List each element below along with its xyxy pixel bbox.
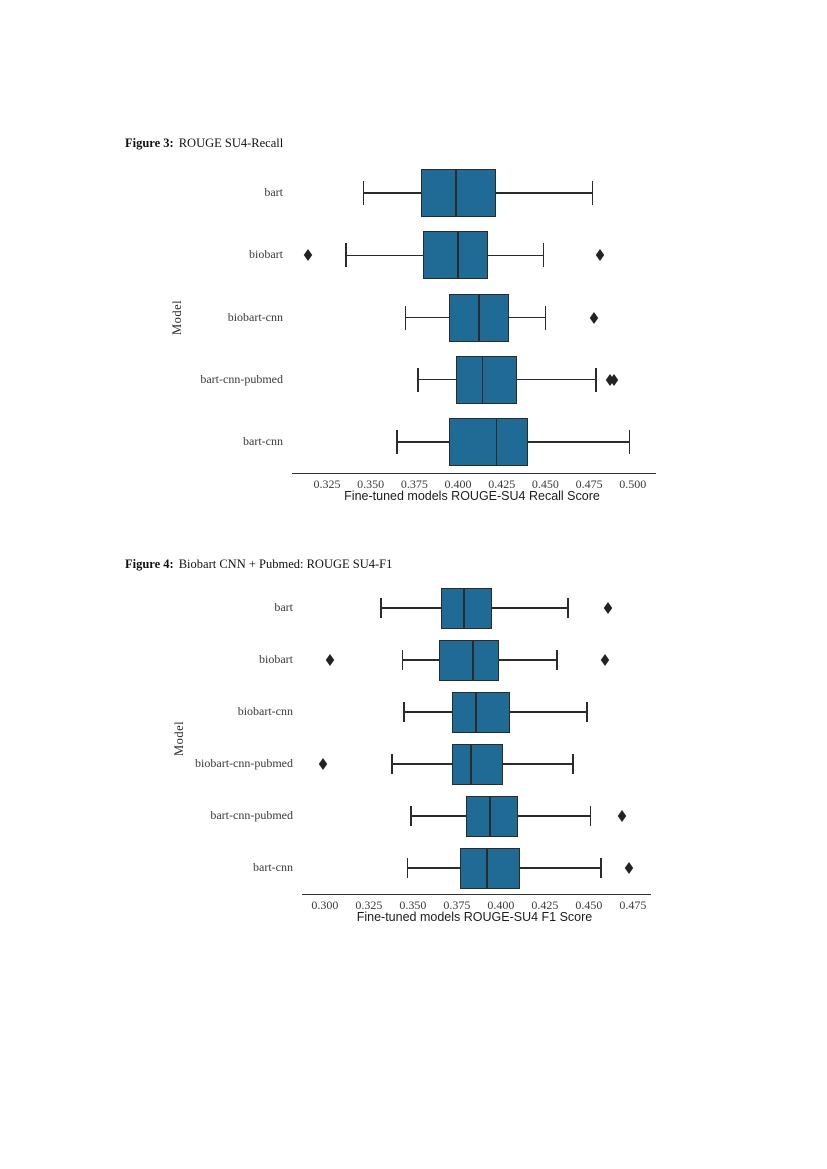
y-category-label: bart-cnn-pubmed [210, 808, 293, 822]
whisker-cap [417, 367, 419, 392]
figure3-xaxis-label: Fine-tuned models ROUGE-SU4 Recall Score [344, 489, 600, 503]
whisker-line [411, 815, 591, 817]
whisker-cap [556, 650, 558, 670]
outlier-diamond [325, 654, 335, 666]
median-line [485, 848, 488, 888]
whisker-cap [404, 305, 407, 330]
outlier-diamond [318, 758, 328, 770]
figure3-caption-text: ROUGE SU4-Recall [178, 135, 284, 150]
whisker-line [396, 441, 630, 443]
whisker-line [381, 607, 568, 609]
outlier-diamond [625, 862, 634, 874]
whisker-cap [410, 806, 412, 826]
box [423, 231, 488, 280]
median-line [481, 356, 484, 403]
outlier-diamond [600, 654, 609, 666]
figure4-caption: Figure 4: Biobart CNN + Pubmed: ROUGE SU4… [125, 557, 392, 572]
box [449, 417, 528, 466]
whisker-cap [600, 858, 602, 878]
box [451, 691, 510, 733]
box [451, 743, 503, 785]
box [460, 847, 521, 889]
y-category-label: biobart [259, 652, 293, 666]
whisker-cap [380, 598, 382, 618]
whisker-cap [403, 702, 405, 722]
y-category-label: biobart-cnn-pubmed [195, 756, 293, 770]
median-line [489, 796, 492, 836]
whisker-cap [572, 754, 574, 774]
outlier-diamond [604, 602, 613, 614]
figure4-yaxis-label: Model [172, 720, 186, 756]
outlier-diamond [303, 249, 312, 262]
y-category-label: bart-cnn-pubmed [200, 371, 283, 386]
median-line [457, 232, 459, 279]
whisker-line [391, 763, 574, 765]
whisker-cap [391, 754, 393, 774]
median-line [495, 418, 498, 465]
y-category-label: bart [264, 185, 283, 200]
whisker-cap [567, 598, 569, 618]
median-line [455, 170, 458, 217]
whisker-line [405, 316, 546, 319]
median-line [470, 744, 472, 784]
whisker-cap [591, 181, 594, 206]
whisker-cap [595, 367, 597, 392]
whisker-line [363, 192, 593, 194]
whisker-cap [401, 650, 404, 670]
figure4-caption-text: Biobart CNN + Pubmed: ROUGE SU4-F1 [178, 556, 393, 571]
median-line [475, 692, 478, 732]
box [441, 587, 493, 629]
whisker-line [417, 378, 597, 381]
outlier-diamond [595, 249, 604, 262]
whisker-cap [396, 429, 398, 454]
box [439, 639, 500, 681]
box [421, 169, 497, 218]
whisker-cap [586, 702, 588, 722]
median-line [471, 640, 474, 680]
box [449, 293, 509, 342]
y-category-label: biobart-cnn [227, 309, 283, 324]
median-line [478, 294, 480, 341]
whisker-line [346, 254, 544, 257]
figure3-yaxis-label: Model [170, 299, 184, 336]
whisker-line [404, 711, 588, 713]
whisker-cap [345, 243, 347, 268]
whisker-line [407, 867, 602, 869]
box [456, 355, 518, 404]
figure4-xaxis-label: Fine-tuned models ROUGE-SU4 F1 Score [356, 910, 593, 924]
outlier-diamond [609, 373, 618, 386]
y-category-label: bart-cnn [253, 860, 293, 874]
y-category-label: bart-cnn [243, 433, 283, 448]
figure3-caption: Figure 3: ROUGE SU4-Recall [125, 136, 283, 151]
outlier-diamond [590, 311, 599, 324]
whisker-cap [628, 429, 631, 454]
x-axis-spine [292, 473, 656, 475]
outlier-diamond [605, 373, 615, 386]
figure3-caption-label: Figure 3: [125, 135, 174, 150]
whisker-cap [544, 305, 547, 330]
box [465, 795, 519, 837]
whisker-cap [542, 243, 545, 268]
y-category-label: bart [274, 600, 293, 614]
x-axis-spine [302, 894, 651, 896]
y-category-label: biobart-cnn [237, 704, 293, 718]
median-line [463, 588, 465, 628]
whisker-cap [589, 806, 592, 826]
outlier-diamond [618, 810, 627, 822]
figure4-caption-label: Figure 4: [125, 556, 174, 571]
whisker-cap [406, 858, 409, 878]
y-category-label: biobart [249, 247, 283, 262]
whisker-line [402, 659, 558, 661]
whisker-cap [362, 181, 365, 206]
